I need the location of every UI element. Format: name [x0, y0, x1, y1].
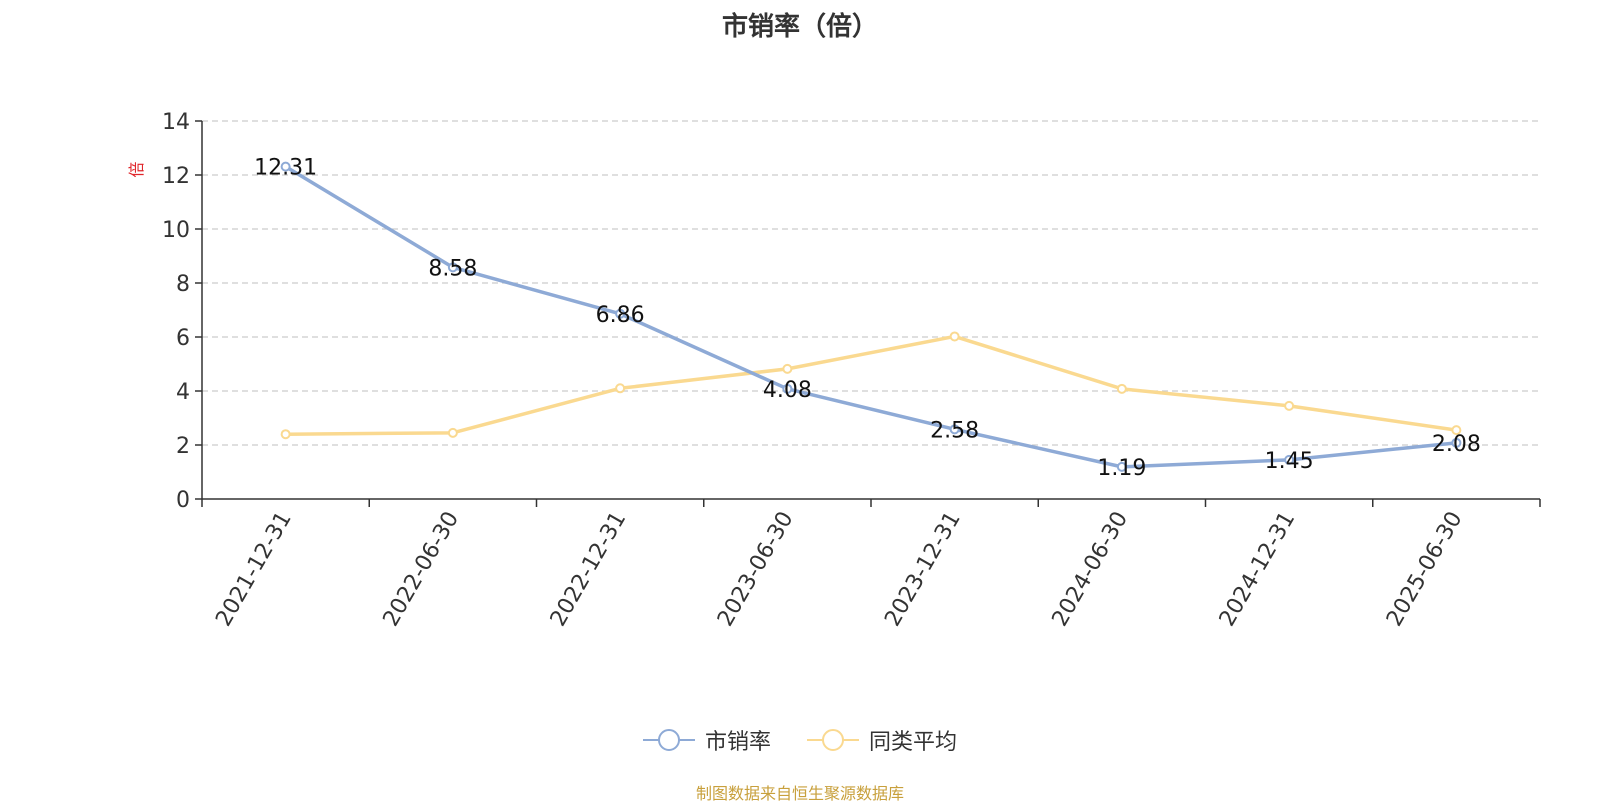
series-line-0: [283, 164, 1459, 469]
data-point: [280, 429, 291, 440]
chart-title: 市销率（倍）: [721, 12, 878, 42]
y-tick-label: 6: [176, 326, 190, 351]
data-point: [949, 424, 960, 435]
x-tick-label: 2023-06-30: [713, 508, 799, 631]
data-point: [1451, 425, 1462, 436]
data-point: [1116, 461, 1127, 472]
legend-item-series-0[interactable]: 市销率: [642, 724, 771, 756]
data-point: [1116, 383, 1127, 394]
legend-label-0: 市销率: [704, 730, 771, 755]
legend-swatch-1: [807, 729, 859, 751]
series-line-1: [283, 334, 1459, 436]
data-label: 2.58: [930, 418, 979, 443]
data-point: [280, 161, 291, 172]
y-axis-label: 倍: [127, 162, 146, 178]
data-point: [447, 262, 458, 273]
x-tick-label: 2023-12-31: [880, 508, 966, 631]
data-label: 12.31: [254, 156, 317, 181]
legend-swatch-0: [642, 729, 695, 751]
data-label: 1.45: [1265, 449, 1314, 474]
legend-item-series-1[interactable]: 同类平均: [807, 724, 957, 756]
data-point: [1451, 437, 1462, 448]
data-point: [447, 427, 458, 438]
grid-lines: [202, 120, 1540, 446]
data-label: 1.19: [1097, 456, 1146, 481]
data-point: [782, 363, 793, 374]
legend-label-1: 同类平均: [869, 730, 958, 755]
x-tick-label: 2021-12-31: [211, 508, 297, 631]
data-point: [1284, 454, 1295, 465]
y-tick-label: 4: [176, 380, 190, 405]
data-label: 4.08: [763, 378, 812, 403]
x-tick-label: 2025-06-30: [1382, 508, 1468, 631]
legend: 市销率 同类平均: [0, 724, 1600, 756]
y-tick-label: 8: [176, 272, 190, 297]
y-tick-label: 12: [162, 164, 190, 189]
x-tick-label: 2022-06-30: [378, 508, 464, 631]
y-tick-label: 0: [176, 488, 190, 513]
data-point: [615, 308, 626, 319]
data-label: 6.86: [596, 303, 645, 328]
data-labels: 12.31 8.58 6.86 4.08 2.58 1.19 1.45 2.08: [254, 156, 1481, 481]
x-tick-label: 2024-06-30: [1047, 508, 1133, 631]
data-point: [949, 331, 960, 342]
axes: 0 2 4 6 8 10 12 14 倍 2021-12-31 2022-06-30 2022-12-…: [127, 110, 1541, 631]
x-tick-label: 2022-12-31: [546, 508, 632, 631]
y-tick-label: 10: [162, 218, 190, 243]
y-tick-label: 2: [176, 434, 190, 459]
data-label: 8.58: [428, 256, 477, 281]
data-point: [782, 383, 793, 394]
data-label: 2.08: [1432, 432, 1481, 457]
x-tick-label: 2024-12-31: [1215, 508, 1301, 631]
y-tick-label: 14: [162, 110, 190, 135]
series: [280, 161, 1462, 472]
source-note: 制图数据来自恒生聚源数据库: [695, 784, 904, 803]
data-point: [615, 383, 626, 394]
data-point: [1284, 400, 1295, 411]
